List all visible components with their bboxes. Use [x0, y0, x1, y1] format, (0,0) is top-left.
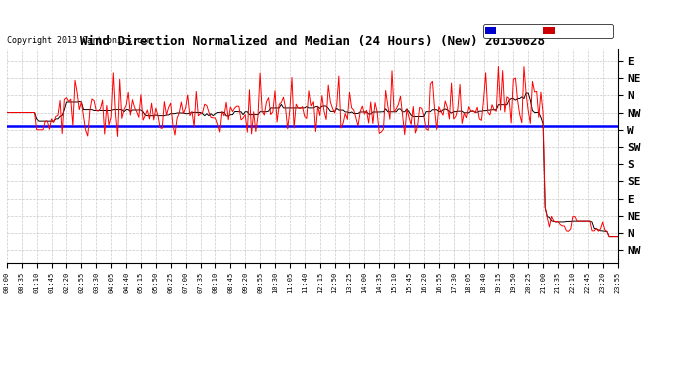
Legend: Average, Direction: Average, Direction — [483, 24, 613, 38]
Text: Copyright 2013 Cartronics.com: Copyright 2013 Cartronics.com — [7, 36, 152, 45]
Title: Wind Direction Normalized and Median (24 Hours) (New) 20130628: Wind Direction Normalized and Median (24… — [80, 34, 544, 48]
